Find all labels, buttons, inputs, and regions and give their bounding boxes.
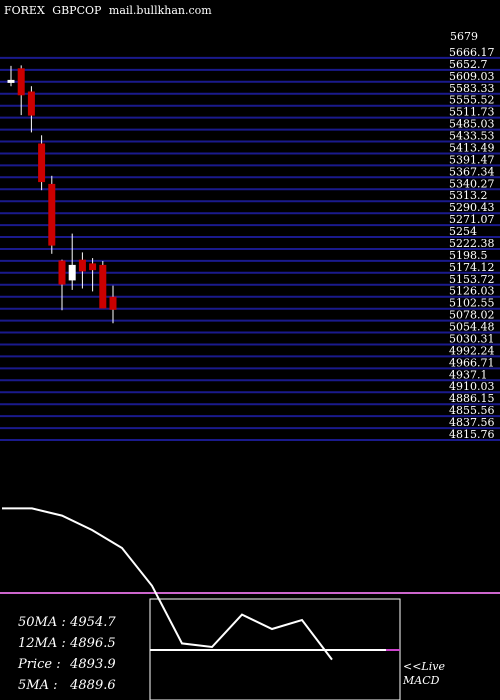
price-grid xyxy=(0,56,500,441)
price-level-label: 5413.49 xyxy=(449,142,495,155)
price-level-label: 4837.56 xyxy=(449,416,495,429)
price-level-label: 5078.02 xyxy=(449,309,495,322)
price-level-label: 5583.33 xyxy=(449,82,495,95)
price-level-label: 5030.31 xyxy=(449,333,495,346)
candle-bear xyxy=(78,259,86,272)
price-level-label: 5367.34 xyxy=(449,165,495,178)
price-level-label: 5102.55 xyxy=(449,297,495,310)
candle-bear xyxy=(38,143,46,183)
price-level-label: 4855.56 xyxy=(449,404,495,417)
ma5-label: 5MA : xyxy=(18,678,58,693)
ma50-value: 4954.7 xyxy=(70,615,116,630)
ma-line xyxy=(2,507,333,661)
price-level-label: 5222.38 xyxy=(449,237,495,250)
price-level-label: 5126.03 xyxy=(449,285,495,298)
macd-text: MACD xyxy=(403,674,440,687)
ma12-value: 4896.5 xyxy=(70,636,116,651)
ma12-row: 12MA : 4896.5 xyxy=(18,633,116,654)
price-level-label: 4815.76 xyxy=(449,428,495,441)
price-level-label: 4910.03 xyxy=(449,380,495,393)
price-level-label: 4937.1 xyxy=(449,368,488,381)
price-level-label: 5555.52 xyxy=(449,94,495,107)
macd-label[interactable]: <<Live MACD xyxy=(403,660,445,688)
ma5-value: 4889.6 xyxy=(70,678,116,693)
lower-indicator-panel xyxy=(0,507,500,700)
chart-header: FOREX GBPCOP mail.bullkhan.com xyxy=(4,4,216,17)
ma12-label: 12MA : xyxy=(18,636,66,651)
price-axis-labels: 5666.175652.75609.035583.335555.525511.7… xyxy=(449,46,495,441)
candle-bear xyxy=(109,296,117,310)
price-level-label: 5609.03 xyxy=(449,70,495,83)
market-label: FOREX xyxy=(4,4,45,17)
price-level-label: 5174.12 xyxy=(449,261,495,274)
candle-bear xyxy=(89,263,97,271)
price-level-label: 5153.72 xyxy=(449,273,495,286)
candlesticks xyxy=(7,65,117,324)
price-level-label: 5271.07 xyxy=(449,213,495,226)
price-level-label: 5313.2 xyxy=(449,189,488,202)
candle-bull xyxy=(68,264,76,281)
candle-bear xyxy=(27,91,35,116)
price-level-label: 5485.03 xyxy=(449,118,495,131)
candle-bear xyxy=(48,183,56,246)
candle-bear xyxy=(58,260,66,285)
moving-average-panel: 50MA : 4954.7 12MA : 4896.5 Price : 4893… xyxy=(18,612,116,696)
price-level-label: 5340.27 xyxy=(449,177,495,190)
price-level-label: 5054.48 xyxy=(449,321,495,334)
price-row: Price : 4893.9 xyxy=(18,654,116,675)
symbol-label: GBPCOP xyxy=(52,4,102,17)
price-level-label: 5652.7 xyxy=(449,58,488,71)
ma50-row: 50MA : 4954.7 xyxy=(18,612,116,633)
candle-bull xyxy=(7,79,15,83)
price-level-label: 5511.73 xyxy=(449,106,495,119)
ma50-label: 50MA : xyxy=(18,615,66,630)
price-level-label: 4992.24 xyxy=(449,344,495,357)
price-level-label: 5391.47 xyxy=(449,153,495,166)
candle-bear xyxy=(99,264,107,309)
price-level-label: 4886.15 xyxy=(449,392,495,405)
price-level-label: 5254 xyxy=(449,225,477,238)
price-level-label: 5290.43 xyxy=(449,201,495,214)
top-price-label: 5679 xyxy=(450,30,478,43)
price-value: 4893.9 xyxy=(70,657,116,672)
candle-bear xyxy=(17,68,25,96)
price-level-label: 5198.5 xyxy=(449,249,488,262)
price-label: Price : xyxy=(18,657,61,672)
live-link[interactable]: <<Live xyxy=(403,660,445,673)
price-level-label: 4966.71 xyxy=(449,356,495,369)
site-label[interactable]: mail.bullkhan.com xyxy=(108,4,212,17)
price-level-label: 5666.17 xyxy=(449,46,495,59)
ma5-row: 5MA : 4889.6 xyxy=(18,675,116,696)
price-level-label: 5433.53 xyxy=(449,130,495,143)
